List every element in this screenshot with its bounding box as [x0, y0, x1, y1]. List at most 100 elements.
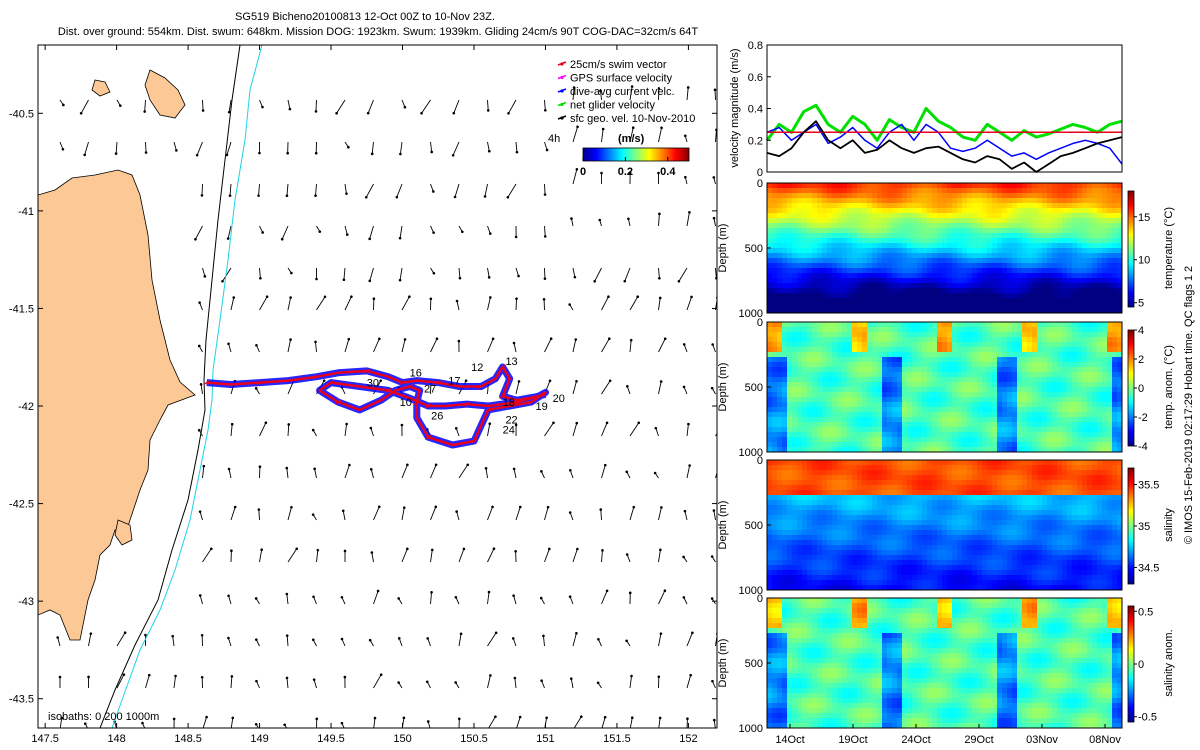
section-cell: [782, 208, 788, 214]
section-cell: [1087, 402, 1093, 408]
section-cell: [987, 203, 993, 209]
section-cell: [807, 550, 813, 556]
section-cell: [802, 427, 808, 433]
section-cell: [917, 198, 923, 204]
section-cell: [897, 432, 903, 438]
section-cell: [922, 303, 928, 309]
section-cell: [942, 213, 948, 219]
section-cell: [1012, 223, 1018, 229]
section-cell: [837, 298, 843, 304]
section-cell: [867, 213, 873, 219]
section-cell: [807, 367, 813, 373]
section-cell: [1067, 223, 1073, 229]
section-cell: [1022, 233, 1028, 239]
section-cell: [897, 183, 903, 189]
section-cell: [842, 352, 848, 358]
section-cell: [837, 505, 843, 511]
section-cell: [977, 387, 983, 393]
section-cell: [772, 238, 778, 244]
section-cell: [957, 283, 963, 289]
section-cell: [1057, 218, 1063, 224]
current-arrow: [286, 593, 289, 605]
section-cell: [942, 278, 948, 284]
section-cell: [932, 308, 938, 314]
section-cell: [1022, 407, 1028, 413]
section-cell: [857, 188, 863, 194]
section-cell: [877, 402, 883, 408]
current-arrowhead: [660, 506, 663, 509]
section-cell: [1097, 377, 1103, 383]
current-arrowhead: [572, 86, 576, 89]
section-cell: [1057, 208, 1063, 214]
section-cell: [1017, 263, 1023, 269]
section-cell: [777, 500, 783, 506]
section-cell: [857, 278, 863, 284]
section-cell: [1012, 283, 1018, 289]
section-cell: [767, 417, 773, 423]
section-cell: [1017, 352, 1023, 358]
section-cell: [1087, 183, 1093, 189]
section-cell: [1002, 382, 1008, 388]
section-cell: [982, 258, 988, 264]
section-cell: [782, 470, 788, 476]
section-cell: [922, 283, 928, 289]
section-cell: [887, 347, 893, 353]
section-cell: [867, 362, 873, 368]
section-cell: [892, 442, 898, 448]
section-cell: [1022, 298, 1028, 304]
section-cell: [872, 382, 878, 388]
section-cell: [952, 238, 958, 244]
current-arrowhead: [512, 341, 516, 345]
section-cell: [827, 268, 833, 274]
section-cell: [1102, 387, 1108, 393]
section-cell: [802, 550, 808, 556]
section-cell: [812, 397, 818, 403]
section-cell: [1027, 402, 1033, 408]
section-cell: [1067, 298, 1073, 304]
section-cell: [787, 198, 793, 204]
section-cell: [1037, 322, 1043, 328]
section-cell: [842, 347, 848, 353]
current-arrowhead: [542, 298, 546, 301]
section-cell: [1027, 377, 1033, 383]
section-cell: [777, 362, 783, 368]
section-cell: [1107, 298, 1113, 304]
section-cell: [927, 298, 933, 304]
section-cell: [782, 233, 788, 239]
section-cell: [1042, 308, 1048, 314]
section-cell: [967, 327, 973, 333]
map-x-tick-label: 149.5: [317, 733, 345, 745]
section-cell: [1047, 422, 1053, 428]
section-cell: [972, 303, 978, 309]
section-cell: [1087, 337, 1093, 343]
section-cell: [962, 412, 968, 418]
section-cell: [782, 485, 788, 491]
section-cell: [777, 545, 783, 551]
section-cell: [832, 550, 838, 556]
section-cell: [1037, 208, 1043, 214]
section-cell: [812, 530, 818, 536]
section-cell: [812, 347, 818, 353]
section-cell: [897, 238, 903, 244]
section-cell: [807, 243, 813, 249]
current-arrowhead: [233, 505, 237, 509]
section-cell: [1062, 268, 1068, 274]
section-cell: [782, 278, 788, 284]
section-cell: [1087, 342, 1093, 348]
current-arrowhead: [254, 597, 258, 600]
section-cell: [787, 402, 793, 408]
section-cell: [1077, 308, 1083, 314]
section-cell: [822, 347, 828, 353]
section-cell: [907, 407, 913, 413]
section-cell: [837, 402, 843, 408]
section-cell: [1097, 392, 1103, 398]
section-cell: [937, 228, 943, 234]
section-cell: [782, 382, 788, 388]
section-cell: [902, 248, 908, 254]
section-cell: [977, 253, 983, 259]
section-cell: [797, 273, 803, 279]
section-cell: [822, 490, 828, 496]
section-cell: [787, 268, 793, 274]
depth-tick-label: 1000: [739, 447, 763, 459]
section-cell: [1027, 193, 1033, 199]
